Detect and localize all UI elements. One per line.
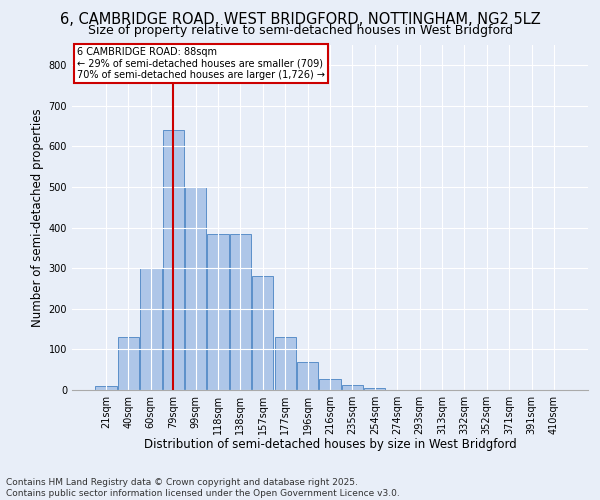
Bar xyxy=(163,130,184,390)
Bar xyxy=(95,386,117,390)
Bar xyxy=(230,234,251,390)
Text: Contains HM Land Registry data © Crown copyright and database right 2025.
Contai: Contains HM Land Registry data © Crown c… xyxy=(6,478,400,498)
Bar xyxy=(297,362,318,390)
Bar xyxy=(275,337,296,390)
Y-axis label: Number of semi-detached properties: Number of semi-detached properties xyxy=(31,108,44,327)
X-axis label: Distribution of semi-detached houses by size in West Bridgford: Distribution of semi-detached houses by … xyxy=(143,438,517,452)
Text: 6, CAMBRIDGE ROAD, WEST BRIDGFORD, NOTTINGHAM, NG2 5LZ: 6, CAMBRIDGE ROAD, WEST BRIDGFORD, NOTTI… xyxy=(59,12,541,28)
Bar xyxy=(118,337,139,390)
Bar xyxy=(364,388,385,390)
Bar xyxy=(319,378,341,390)
Bar xyxy=(208,234,229,390)
Bar xyxy=(140,268,161,390)
Text: Size of property relative to semi-detached houses in West Bridgford: Size of property relative to semi-detach… xyxy=(88,24,512,37)
Bar xyxy=(185,187,206,390)
Text: 6 CAMBRIDGE ROAD: 88sqm
← 29% of semi-detached houses are smaller (709)
70% of s: 6 CAMBRIDGE ROAD: 88sqm ← 29% of semi-de… xyxy=(77,46,325,80)
Bar xyxy=(252,276,274,390)
Bar xyxy=(342,385,363,390)
